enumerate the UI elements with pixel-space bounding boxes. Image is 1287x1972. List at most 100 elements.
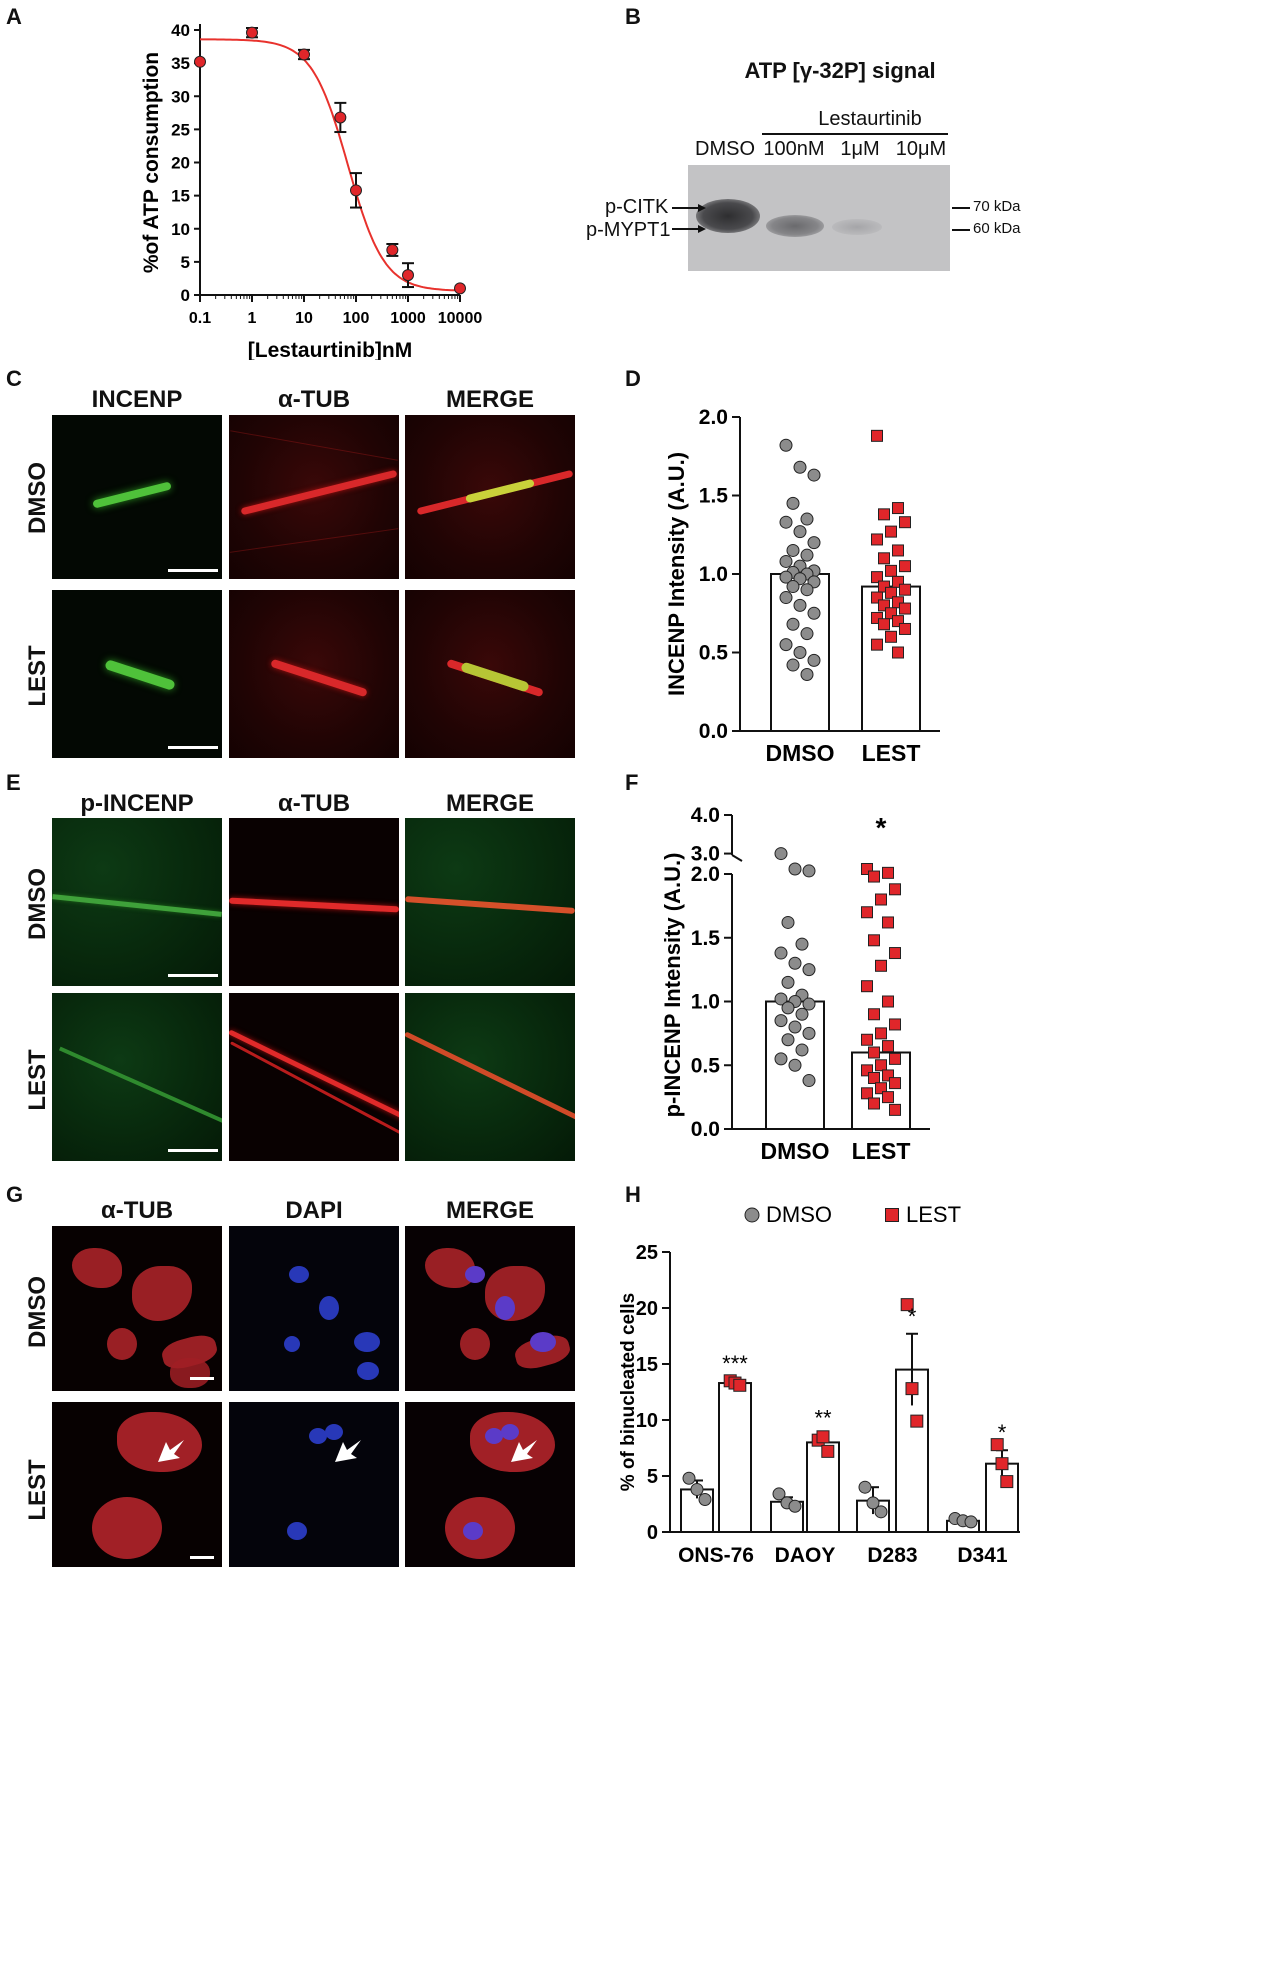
- data-point: [733, 1378, 747, 1392]
- data-point: [788, 956, 802, 970]
- data-point: [779, 438, 793, 452]
- data-point: [875, 1082, 887, 1095]
- y-tick-label: 10: [171, 220, 190, 239]
- data-point: [964, 1515, 978, 1529]
- col-header: DAPI: [285, 1197, 343, 1224]
- col-header: α-TUB: [100, 1197, 174, 1224]
- data-point: [786, 543, 800, 557]
- y-tick-label: 0.5: [691, 1054, 721, 1077]
- x-tick-label: DMSO: [761, 1138, 830, 1164]
- row-header: DMSO: [24, 1276, 51, 1348]
- blot-title: ATP [γ-32P] signal: [744, 58, 936, 83]
- x-tick-label: ONS-76: [678, 1544, 754, 1567]
- y-axis-label: % of binucleated cells: [618, 1293, 639, 1492]
- col-header: p-INCENP: [80, 790, 194, 817]
- y-axis-label: INCENP Intensity (A.U.): [664, 452, 689, 696]
- data-point: [875, 959, 887, 972]
- data-point: [772, 1487, 786, 1501]
- data-point: [878, 552, 890, 565]
- y-tick-label: 40: [171, 21, 190, 40]
- data-point: [871, 571, 883, 584]
- data-point: [868, 1072, 880, 1084]
- data-point: [402, 269, 414, 282]
- data-point: [868, 934, 880, 947]
- data-point: [899, 602, 911, 615]
- data-point: [807, 536, 821, 550]
- data-point: [690, 1482, 704, 1496]
- y-tick-label: 3.0: [691, 843, 720, 866]
- data-point: [889, 1052, 901, 1065]
- data-point: [786, 580, 800, 594]
- binucleated-cells-chart: 0 5 10 15 20 25 % of binucleated cells DMSO LEST…: [618, 1202, 1020, 1567]
- data-point: [795, 1043, 809, 1057]
- data-point: [885, 607, 897, 620]
- micrograph-incenp-dmso: [52, 415, 222, 579]
- legend-label: LEST: [906, 1202, 961, 1227]
- col-header: INCENP: [91, 386, 183, 413]
- x-tick-label: D283: [867, 1544, 917, 1567]
- data-point: [861, 1064, 873, 1077]
- panel-letter-g: G: [6, 1182, 24, 1207]
- data-point: [800, 548, 814, 562]
- fit-curve: [199, 38, 460, 292]
- micrograph-merge-lest: [405, 590, 575, 758]
- y-tick-label: 5: [647, 1466, 658, 1488]
- micrograph-tub-lest: [229, 590, 399, 758]
- data-point: [885, 525, 897, 538]
- data-point: [861, 1033, 873, 1046]
- data-point: [698, 1493, 712, 1507]
- y-tick-label: 10: [636, 1410, 658, 1432]
- y-tick-label: 2.0: [699, 406, 728, 429]
- data-point: [882, 995, 894, 1008]
- data-point: [882, 866, 894, 879]
- x-tick-label: 1000: [390, 310, 426, 327]
- y-tick-label: 15: [171, 187, 190, 206]
- data-point: [774, 946, 788, 960]
- marker-tick: [952, 229, 970, 231]
- dose-response-chart: 0 5 10 15 20 25 30 35 40 0.1 1 10 100 1000 10000 [Lesta…: [140, 21, 482, 360]
- data-point: [892, 544, 904, 557]
- bar: [718, 1382, 752, 1533]
- data-point: [793, 525, 807, 539]
- data-point: [871, 591, 883, 604]
- data-point: [795, 1007, 809, 1021]
- data-point: [995, 1457, 1009, 1471]
- y-axis-label: %of ATP consumption: [140, 52, 163, 273]
- panel-letter-c: C: [6, 366, 22, 391]
- data-point: [793, 460, 807, 474]
- data-point: [866, 1496, 880, 1510]
- data-point: [882, 916, 894, 929]
- data-point: [802, 963, 816, 977]
- y-tick-label: 0: [647, 1522, 658, 1544]
- data-point: [795, 937, 809, 951]
- data-point: [800, 512, 814, 526]
- panel-letter-a: A: [6, 4, 22, 29]
- y-tick-label: 25: [171, 120, 190, 139]
- data-point: [868, 1097, 880, 1110]
- significance-stars: *: [908, 1304, 917, 1329]
- data-point: [990, 1438, 1004, 1452]
- data-point: [1000, 1475, 1014, 1489]
- row-header: DMSO: [24, 462, 51, 534]
- micrograph-tub2-dmso: [229, 818, 399, 986]
- x-tick-label: 10: [295, 310, 313, 327]
- data-point: [793, 646, 807, 659]
- data-point: [899, 516, 911, 529]
- row-header: LEST: [24, 1459, 51, 1521]
- data-point: [861, 1087, 873, 1100]
- y-tick-label: 35: [171, 54, 190, 73]
- data-point: [779, 554, 793, 568]
- data-point: [905, 1382, 919, 1396]
- data-point: [885, 586, 897, 599]
- col-header: MERGE: [445, 386, 534, 413]
- data-point: [779, 638, 793, 652]
- data-point: [779, 591, 793, 605]
- significance-stars: **: [814, 1406, 832, 1431]
- y-tick-label: 1.5: [699, 485, 729, 508]
- data-point: [781, 1001, 795, 1015]
- micrograph-tub2-lest: [229, 993, 399, 1161]
- p-incenp-intensity-chart: 0.0 0.5 1.0 1.5 2.03.0 4.0 DMSO LEST * p-INCENP I…: [660, 804, 930, 1164]
- legend-marker-lest: [885, 1208, 899, 1222]
- data-point: [882, 1040, 894, 1053]
- data-point: [875, 893, 887, 906]
